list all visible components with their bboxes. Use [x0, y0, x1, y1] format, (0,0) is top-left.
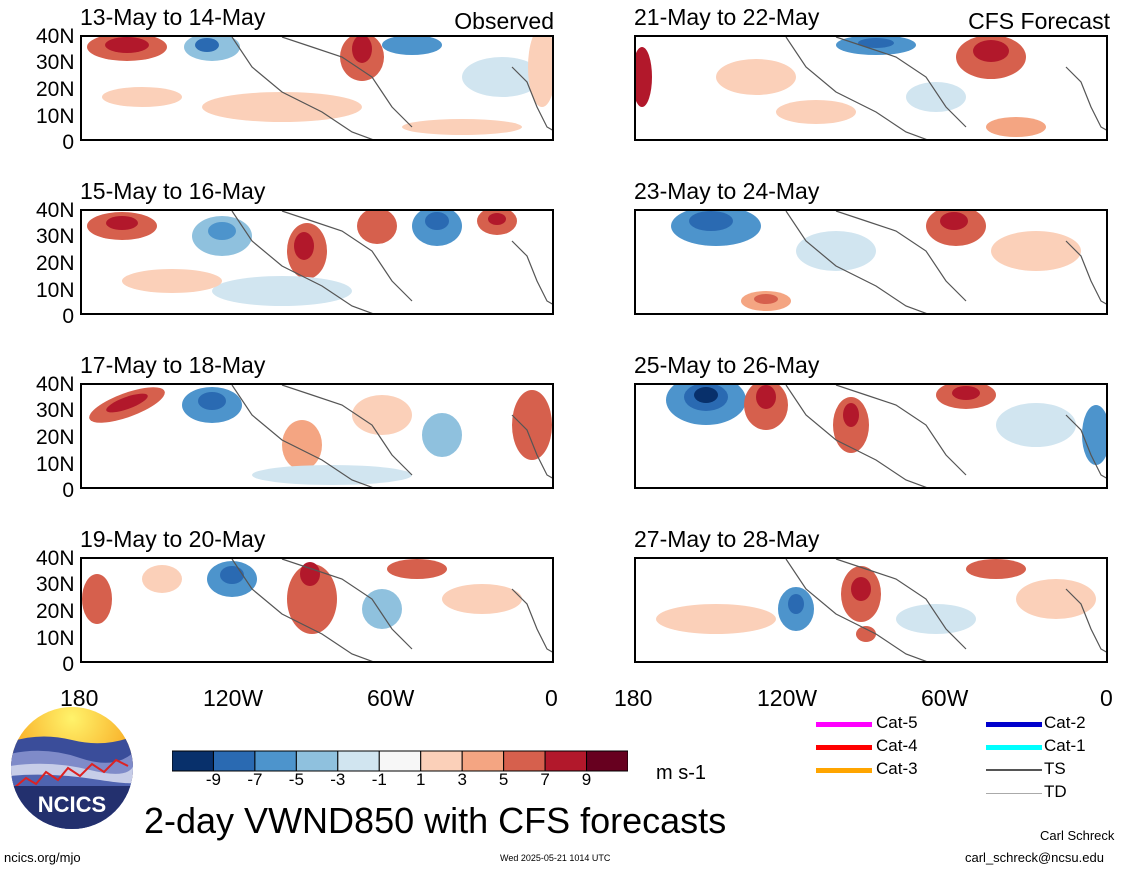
- legend-line: [986, 792, 1042, 794]
- lat-label: 40N: [36, 547, 75, 570]
- lat-label: 40N: [36, 25, 75, 48]
- legend-label: Cat-2: [1044, 713, 1086, 732]
- colorbar-tick-label: 7: [540, 770, 550, 789]
- colorbar-tick-label: 5: [498, 770, 509, 789]
- colorbar-swatch: [212, 750, 256, 772]
- colorbar-swatch: [461, 750, 505, 772]
- footer-url[interactable]: ncics.org/mjo: [4, 850, 81, 865]
- legend-label: TS: [1044, 759, 1066, 778]
- footer-timestamp: Wed 2025-05-21 1014 UTC: [500, 853, 611, 863]
- legend-line: [986, 769, 1042, 771]
- lon-label: 180: [60, 685, 99, 711]
- map-panel: [634, 383, 1108, 489]
- lat-label: 30N: [36, 225, 75, 248]
- lat-label: 30N: [36, 573, 75, 596]
- legend-label: Cat-1: [1044, 736, 1086, 755]
- legend-line: [986, 744, 1042, 750]
- colorbar-swatch: [172, 750, 214, 772]
- legend-label: Cat-3: [876, 759, 918, 778]
- legend-label: TD: [1044, 782, 1067, 801]
- colorbar: [172, 750, 628, 772]
- lat-label: 0: [62, 305, 74, 328]
- lat-label: 10N: [36, 627, 75, 650]
- panel-title: 23-May to 24-May: [634, 178, 820, 204]
- lat-label: 30N: [36, 399, 75, 422]
- panel-title: 21-May to 22-May: [634, 4, 820, 30]
- colorbar-swatch: [254, 750, 297, 772]
- lon-label: 0: [545, 685, 558, 711]
- colorbar-tick-label: -3: [330, 770, 346, 789]
- lon-label: 180: [614, 685, 653, 711]
- lat-label: 20N: [36, 426, 75, 449]
- colorbar-tick-label: -1: [371, 770, 387, 789]
- map-panel: [634, 209, 1108, 315]
- panel-title: 19-May to 20-May: [80, 526, 266, 552]
- main-title: 2-day VWND850 with CFS forecasts: [144, 800, 727, 841]
- panel-title: 13-May to 14-May: [80, 4, 266, 30]
- logo-text: NCICS: [38, 792, 106, 817]
- legend-label: Cat-5: [876, 713, 918, 732]
- lon-label: 120W: [203, 685, 264, 711]
- colorbar-swatch: [337, 750, 380, 772]
- colorbar-tick-label: -9: [205, 770, 222, 789]
- ncics-logo: NCICS: [11, 707, 133, 829]
- legend-line: [816, 767, 872, 773]
- units-label: m s-1: [656, 762, 706, 784]
- map-panel: [634, 35, 1108, 141]
- footer-author: Carl Schreck: [1040, 828, 1115, 843]
- lat-label: 0: [62, 131, 74, 154]
- lat-label: 10N: [36, 453, 75, 476]
- colorbar-swatch: [295, 750, 339, 772]
- panel-tag-forecast: CFS Forecast: [968, 8, 1110, 34]
- lat-label: 40N: [36, 199, 75, 222]
- colorbar-tick-label: -5: [288, 770, 304, 789]
- colorbar-tick-label: 1: [415, 770, 426, 789]
- panel-tag-observed: Observed: [454, 8, 554, 34]
- colorbar-swatch: [420, 750, 463, 772]
- lat-label: 0: [62, 653, 74, 676]
- lat-label: 30N: [36, 51, 75, 74]
- colorbar-swatch: [544, 750, 588, 772]
- legend-line: [816, 721, 872, 727]
- lon-label: 120W: [757, 685, 818, 711]
- colorbar-tick-label: -7: [247, 770, 263, 789]
- panel-title: 15-May to 16-May: [80, 178, 266, 204]
- lat-label: 20N: [36, 78, 75, 101]
- map-panel: [634, 557, 1108, 663]
- lon-label: 0: [1100, 685, 1113, 711]
- legend-line: [986, 721, 1042, 727]
- lat-label: 0: [62, 479, 74, 502]
- lat-label: 10N: [36, 279, 75, 302]
- panel-title: 17-May to 18-May: [80, 352, 266, 378]
- lat-label: 40N: [36, 373, 75, 396]
- footer-email[interactable]: carl_schreck@ncsu.edu: [965, 850, 1104, 865]
- colorbar-swatch: [503, 750, 546, 772]
- legend-line: [816, 744, 872, 750]
- map-panel: [80, 383, 554, 489]
- lon-label: 60W: [367, 685, 415, 711]
- map-panel: [80, 209, 554, 315]
- legend-label: Cat-4: [876, 736, 918, 755]
- map-panel: [80, 35, 554, 141]
- lat-label: 20N: [36, 600, 75, 623]
- lat-label: 10N: [36, 105, 75, 128]
- colorbar-swatch: [586, 750, 628, 772]
- lon-label: 60W: [921, 685, 969, 711]
- panel-title: 27-May to 28-May: [634, 526, 820, 552]
- panel-title: 25-May to 26-May: [634, 352, 820, 378]
- lat-label: 20N: [36, 252, 75, 275]
- colorbar-swatch: [378, 750, 422, 772]
- map-panel: [80, 557, 554, 663]
- colorbar-tick-label: 9: [581, 770, 592, 789]
- colorbar-tick-label: 3: [457, 770, 467, 789]
